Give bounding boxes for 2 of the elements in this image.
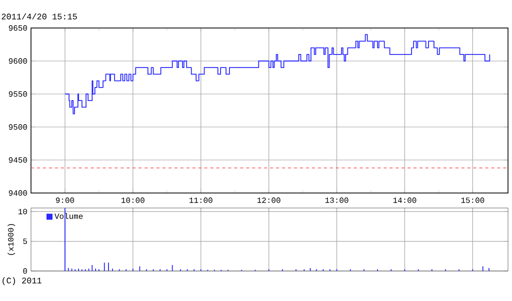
text: (C) 2011 xyxy=(2,277,42,286)
chart-subtitle: 2011/4/20 15:15 xyxy=(2,13,77,20)
